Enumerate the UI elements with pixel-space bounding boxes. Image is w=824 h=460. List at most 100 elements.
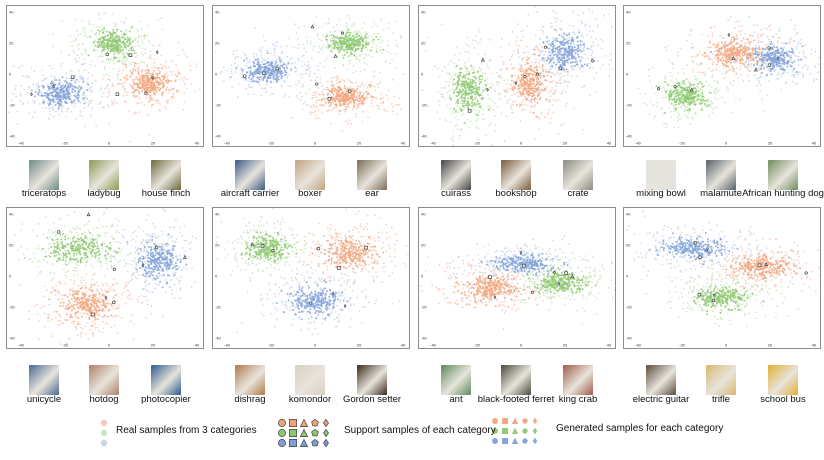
generated-point [146, 90, 148, 92]
generated-point [533, 71, 535, 73]
generated-point [575, 49, 577, 51]
real-point [516, 37, 518, 39]
real-point [370, 35, 372, 37]
real-point [449, 73, 451, 75]
real-point [334, 67, 336, 69]
generated-point [522, 79, 524, 81]
real-point [390, 53, 392, 55]
generated-point [547, 74, 549, 76]
real-point [69, 54, 71, 56]
generated-point [275, 74, 277, 76]
generated-point [171, 96, 173, 98]
real-point [78, 81, 80, 83]
real-point [579, 50, 581, 52]
real-point [475, 106, 477, 108]
generated-point [284, 69, 286, 71]
real-point [152, 45, 154, 47]
real-point [295, 66, 297, 68]
real-point [309, 111, 311, 113]
real-point [653, 118, 655, 120]
real-point [768, 26, 770, 28]
real-point [69, 78, 71, 80]
generated-point [107, 44, 109, 46]
generated-point [112, 47, 114, 49]
real-point [353, 65, 355, 67]
real-point [688, 112, 690, 114]
real-point [551, 91, 553, 93]
generated-point [38, 89, 40, 91]
real-point [549, 122, 551, 124]
generated-point [149, 87, 151, 89]
real-point [286, 77, 288, 79]
generated-point [546, 41, 548, 43]
support-marker [468, 109, 471, 112]
generated-point [104, 45, 106, 47]
support-marker [116, 93, 119, 96]
support-marker [53, 85, 55, 88]
real-point [246, 59, 248, 61]
generated-point [57, 101, 59, 103]
real-point [112, 60, 114, 62]
real-point [450, 78, 452, 80]
real-point [294, 62, 296, 64]
real-point [454, 95, 456, 97]
generated-point [109, 37, 111, 39]
real-point [536, 98, 538, 100]
real-point [491, 83, 493, 85]
generated-point [262, 79, 264, 81]
generated-point [343, 57, 345, 59]
real-point [106, 73, 108, 75]
real-point [316, 76, 318, 78]
generated-point [466, 68, 468, 70]
real-point [98, 103, 100, 105]
category-thumbnail [295, 160, 325, 190]
real-point [560, 77, 562, 79]
generated-point [89, 36, 91, 38]
real-point [105, 12, 107, 14]
generated-point [350, 39, 352, 41]
real-point [529, 76, 531, 78]
generated-point [461, 86, 463, 88]
real-point [134, 46, 136, 48]
real-point [610, 59, 612, 61]
generated-point [566, 34, 568, 36]
generated-point [521, 93, 523, 95]
real-point [542, 33, 544, 35]
real-point [712, 75, 714, 77]
generated-point [326, 39, 328, 41]
real-point [272, 93, 274, 95]
real-point [165, 105, 167, 107]
real-point [525, 67, 527, 69]
real-point [78, 70, 80, 72]
real-point [595, 72, 597, 74]
real-point [464, 65, 466, 67]
real-point [73, 80, 75, 82]
real-point [310, 79, 312, 81]
real-point [551, 105, 553, 107]
generated-point [68, 98, 70, 100]
real-point [515, 101, 517, 103]
real-point [362, 92, 364, 94]
real-point [716, 88, 718, 90]
real-point [249, 62, 251, 64]
real-point [138, 66, 140, 68]
generated-point [121, 37, 123, 39]
real-point [266, 91, 268, 93]
y-tick-label: -20 [626, 103, 633, 108]
generated-point [459, 88, 461, 90]
generated-point [568, 34, 570, 36]
real-point [478, 29, 480, 31]
generated-point [357, 92, 359, 94]
real-point [662, 97, 664, 99]
real-point [271, 53, 273, 55]
generated-point [64, 86, 66, 88]
generated-point [552, 43, 554, 45]
generated-point [356, 88, 358, 90]
generated-point [567, 59, 569, 61]
real-point [356, 116, 358, 118]
generated-point [469, 87, 471, 89]
generated-point [115, 49, 117, 51]
real-point [84, 95, 86, 97]
generated-point [350, 37, 352, 39]
real-point [354, 31, 356, 33]
